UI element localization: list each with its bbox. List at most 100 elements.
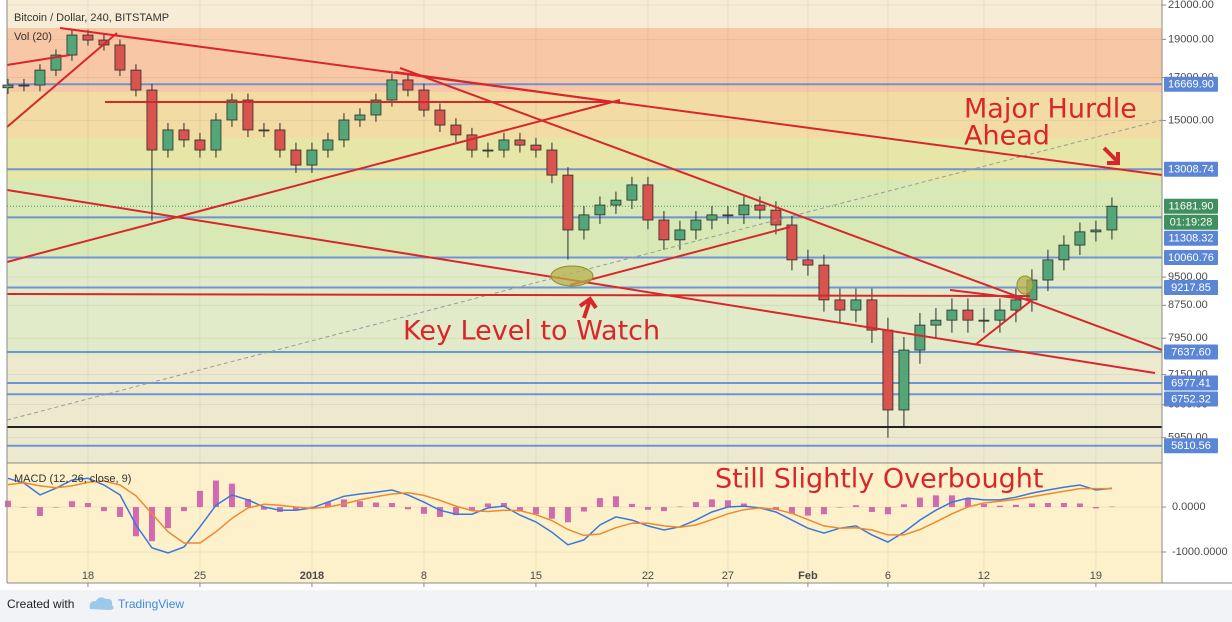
histogram-bar [692,502,699,508]
candle-body [642,184,654,221]
candle-body [50,54,62,71]
candle-body [834,299,846,311]
level-label: 5810.56 [1171,440,1211,452]
level-label-box [1164,375,1218,391]
trendline [974,299,1033,346]
histogram-bar [420,507,427,514]
annotation: Ahead [964,121,1050,152]
annotation: Key Level to Watch [403,316,660,347]
candle-body [914,324,926,351]
candle-body [818,264,830,301]
footer-bar [0,590,1232,622]
trendline [394,71,621,104]
candle-body [994,309,1006,321]
candle-body [370,99,382,116]
trendline [569,226,791,286]
candle-body [674,229,686,241]
footer-text: Created with [7,597,74,611]
y-tick-label: 21000.00 [1168,0,1214,11]
level-label-box [1164,279,1218,295]
histogram-bar [308,506,315,508]
highlight [1016,275,1034,295]
level-label-box [1164,76,1218,92]
histogram-bar [820,507,827,515]
trendline [6,99,621,263]
candle-body [82,34,94,41]
candle-body [210,119,222,151]
candle-body [898,349,910,411]
candle-body [2,84,14,89]
volume-label: Vol (20) [14,31,52,43]
histogram-bar [100,507,107,512]
y-tick-label: -1000.0000 [1172,546,1228,558]
candle-body [226,99,238,121]
histogram-bar [84,503,91,508]
level-label: 10060.76 [1168,252,1214,264]
histogram-bar [244,498,251,508]
candle-body [626,184,638,201]
candle-body [1010,299,1022,311]
highlight [550,265,594,287]
histogram-bar [292,507,299,511]
histogram-bar [980,503,987,508]
y-tick-label: 19000.00 [1168,33,1214,45]
histogram-bar [804,507,811,516]
level-label-box [1164,438,1218,454]
candle-body [354,114,366,121]
histogram-bar [1012,504,1019,508]
histogram-bar [1092,507,1099,509]
histogram-bar [884,507,891,515]
candle-body [866,299,878,331]
macd-line [7,480,1112,544]
candle-body [18,84,30,87]
histogram-bar [372,502,379,508]
histogram-bar [116,507,123,517]
candle-body [146,89,158,151]
footer-brand[interactable]: TradingView [118,597,184,611]
candle-body [290,149,302,166]
histogram-bar [180,507,187,512]
candle-body [274,129,286,151]
histogram-bar [436,507,443,517]
level-label: 6977.41 [1171,377,1211,389]
histogram-bar [1108,506,1115,508]
candle-body [514,139,526,146]
candle-body [610,199,622,206]
histogram-bar [164,507,171,529]
x-tick-label: 6 [885,570,891,582]
histogram-bar [132,507,139,537]
histogram-bar [196,490,203,508]
candle-body [322,139,334,151]
histogram-bar [516,507,523,512]
candle-body [786,224,798,261]
candle-body [1106,205,1118,231]
candle-body [722,214,734,217]
candle-body [562,174,574,231]
candle-body [594,204,606,216]
histogram-bar [772,507,779,510]
candle-body [1074,231,1086,246]
candle-body [338,119,350,141]
histogram-bar [740,503,747,508]
candle-body [466,134,478,151]
histogram-bar [484,503,491,508]
histogram-bar [68,501,75,508]
chart-title: Bitcoin / Dollar, 240, BITSTAMP [14,12,169,24]
x-tick-label: Feb [798,570,818,582]
trendline [399,67,1163,351]
candle-body [962,309,974,321]
candle-body [306,149,318,166]
level-label: 13008.74 [1168,164,1214,176]
marks [2,29,1118,554]
candle-body [402,79,414,91]
histogram-bar [4,500,11,508]
candle-body [770,209,782,226]
candle-body [482,149,494,152]
candle-body [738,204,750,216]
level-label-box [1164,161,1218,177]
y-tick-label: 0.0000 [1172,501,1206,513]
level-label-box [1164,249,1218,265]
candle-body [690,219,702,231]
histogram-bar [468,507,475,511]
